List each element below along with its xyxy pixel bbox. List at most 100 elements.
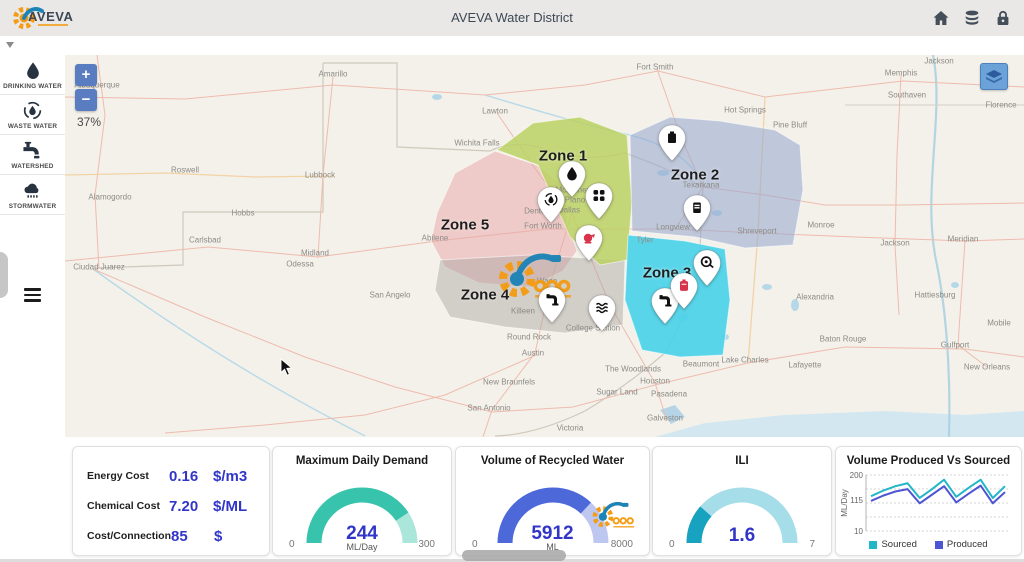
legend-item-sourced: Sourced xyxy=(869,539,917,550)
map-marker-pump[interactable] xyxy=(574,224,604,262)
ili-card: ILI 1.6 0 7 xyxy=(652,446,832,556)
cost-value: 7.20 xyxy=(169,497,199,515)
tank-icon xyxy=(669,272,699,310)
svg-text:10: 10 xyxy=(854,527,863,536)
cost-label: Energy Cost xyxy=(87,470,149,482)
kpi-bottom-panel: Energy Cost 0.16 $/m3 Chemical Cost 7.20 $/ML… xyxy=(0,437,1024,562)
waves-icon xyxy=(587,294,617,332)
zoom-out-button[interactable]: − xyxy=(75,89,97,111)
map-marker-valve-cluster[interactable] xyxy=(584,182,614,220)
demand-gauge xyxy=(287,471,437,551)
gauge-min-label: 0 xyxy=(669,539,675,550)
cost-row: Chemical Cost 7.20 $/ML xyxy=(87,491,257,521)
gauge-unit: ML/Day xyxy=(346,542,378,552)
cost-rows: Energy Cost 0.16 $/m3 Chemical Cost 7.20 $/ML… xyxy=(73,447,269,551)
sidebar-item-drinking-water[interactable]: DRINKING WATER xyxy=(0,55,65,95)
svg-text:200: 200 xyxy=(850,471,864,480)
cost-row: Energy Cost 0.16 $/m3 xyxy=(87,461,257,491)
hamburger-menu-icon[interactable] xyxy=(24,288,41,305)
sidebar-item-label: WATERSHED xyxy=(11,163,54,170)
gauge-min-label: 0 xyxy=(472,539,478,550)
aveva-logo-gear-icon xyxy=(13,7,44,29)
map-marker-waves[interactable] xyxy=(587,294,617,332)
map-marker-recycle-drop[interactable] xyxy=(536,186,566,224)
ili-gauge xyxy=(667,471,817,551)
sidebar-item-waste-water[interactable]: WASTE WATER xyxy=(0,95,65,135)
gauge-max-label: 300 xyxy=(418,539,435,550)
hose-reel-icon xyxy=(692,249,722,287)
horizontal-scrollbar-thumb[interactable] xyxy=(462,550,566,561)
gauge-min-label: 0 xyxy=(289,539,295,550)
map-marker-canister[interactable] xyxy=(657,124,687,162)
watershed-icon xyxy=(21,139,44,161)
drinking-water-icon xyxy=(23,59,43,81)
faucet-icon xyxy=(537,286,567,324)
map-marker-faucet[interactable] xyxy=(537,286,567,324)
map-marker-water-drop[interactable] xyxy=(557,160,587,198)
page-title: AVEVA Water District xyxy=(451,10,573,25)
map-marker-faucet[interactable] xyxy=(650,287,680,325)
database-icon[interactable] xyxy=(963,9,981,27)
top-header-bar: AVEVA AVEVA Water District xyxy=(0,0,1024,37)
chevron-down-icon[interactable] xyxy=(6,42,14,48)
header-icons xyxy=(932,9,1012,27)
waste-water-icon xyxy=(22,99,43,121)
logo-tagline xyxy=(38,24,68,26)
gauge-value: 244 xyxy=(346,523,378,544)
home-icon[interactable] xyxy=(932,9,950,27)
card-title: Maximum Daily Demand xyxy=(295,455,429,467)
cost-label: Chemical Cost xyxy=(87,500,160,512)
legend-swatch xyxy=(869,540,878,549)
zoom-in-button[interactable]: + xyxy=(75,64,97,86)
lock-icon[interactable] xyxy=(994,9,1012,27)
svg-text:115: 115 xyxy=(850,496,863,505)
legend-label: Sourced xyxy=(881,539,917,550)
sub-header-strip xyxy=(0,36,1024,55)
cost-value: 0.16 xyxy=(169,467,199,485)
max-daily-demand-card: Maximum Daily Demand 244 ML/Day 0 300 xyxy=(272,446,452,556)
cost-row: Cost/Connection 85 $ xyxy=(87,521,257,551)
zone-label-zone-2: Zone 2 xyxy=(670,166,720,184)
gauge-unit: ML xyxy=(546,542,559,552)
flow-meter-icon xyxy=(682,194,712,232)
sidebar-item-label: DRINKING WATER xyxy=(3,83,62,90)
valve-cluster-icon xyxy=(584,182,614,220)
sidebar-item-label: STORMWATER xyxy=(8,203,57,210)
recycled-water-card: Volume of Recycled Water 5912 ML 0 8000 xyxy=(455,446,650,556)
cost-unit: $/m3 xyxy=(213,467,248,485)
cost-unit: $ xyxy=(214,527,223,545)
map-base xyxy=(65,55,1024,437)
cost-value: 85 xyxy=(171,527,188,545)
sidebar-nav: DRINKING WATER WASTE WATER WATERSHED STORMW… xyxy=(0,55,66,437)
gauge-value: 1.6 xyxy=(728,525,756,546)
pump-icon xyxy=(574,224,604,262)
gauge-value: 5912 xyxy=(531,523,574,544)
layers-icon xyxy=(986,69,1002,83)
drawer-handle[interactable] xyxy=(0,252,8,298)
gauge-max-label: 7 xyxy=(809,539,815,550)
svg-text:ML/Day: ML/Day xyxy=(840,489,849,517)
cost-kpi-card: Energy Cost 0.16 $/m3 Chemical Cost 7.20 $/ML… xyxy=(72,446,270,556)
map-marker-tank[interactable] xyxy=(669,272,699,310)
legend-label: Produced xyxy=(946,539,988,550)
water-drop-icon xyxy=(557,160,587,198)
map-marker-hose-reel[interactable] xyxy=(692,249,722,287)
logo-text: AVEVA xyxy=(28,9,74,24)
sidebar-item-watershed[interactable]: WATERSHED xyxy=(0,135,65,175)
produced-vs-sourced-card: Volume Produced Vs Sourced 200 115 10 ML/Da… xyxy=(835,446,1022,556)
sidebar-item-stormwater[interactable]: STORMWATER xyxy=(0,175,65,215)
map-layers-button[interactable] xyxy=(980,63,1008,90)
card-title: Volume Produced Vs Sourced xyxy=(846,455,1011,467)
card-title: ILI xyxy=(735,455,749,467)
stormwater-icon xyxy=(21,179,44,201)
cost-label: Cost/Connection xyxy=(87,530,171,542)
map-zoom-controls: + − xyxy=(75,64,97,114)
aveva-logo[interactable]: AVEVA xyxy=(12,3,82,33)
chart-legend: Sourced Produced xyxy=(836,539,1021,550)
legend-item-produced: Produced xyxy=(934,539,988,550)
cost-unit: $/ML xyxy=(213,497,248,515)
map-marker-flow-meter[interactable] xyxy=(682,194,712,232)
card-title: Volume of Recycled Water xyxy=(480,455,625,467)
map-canvas[interactable]: Albuquerque Amarillo Lubbock Roswell Alamogo… xyxy=(65,55,1024,437)
zone-label-zone-1: Zone 1 xyxy=(538,147,588,165)
